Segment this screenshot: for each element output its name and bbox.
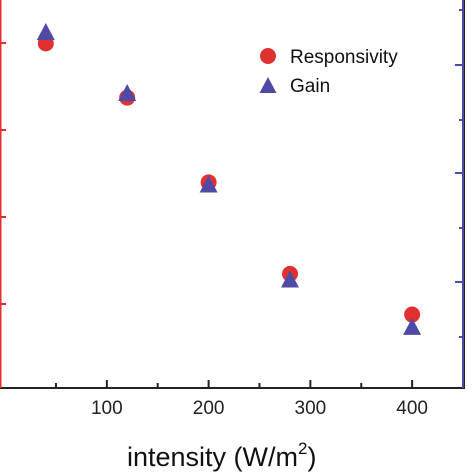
x-tick-label: 300 (295, 398, 327, 419)
x-tick-label: 400 (396, 398, 428, 419)
x-axis-title: intensity (W/m2) (127, 439, 317, 472)
x-tick-label: 100 (91, 398, 123, 419)
legend: Responsivity Gain (259, 47, 398, 97)
x-tick-labels: 100 200 300 400 (91, 398, 428, 419)
gain-point (118, 83, 137, 101)
gain-point (199, 175, 218, 193)
legend-marker-responsivity (260, 48, 276, 64)
gain-point (36, 22, 55, 40)
x-tick-label: 200 (193, 398, 225, 419)
legend-label-responsivity: Responsivity (290, 47, 398, 68)
left-y-ticks (0, 42, 6, 305)
responsivity-point (404, 306, 421, 323)
x-axis-ticks (54, 380, 414, 388)
x-axis-title-main: intensity (W/m (127, 442, 298, 472)
data-points (36, 22, 422, 335)
x-axis-title-close: ) (308, 442, 317, 472)
gain-point (281, 270, 300, 288)
right-y-ticks (455, 9, 463, 338)
legend-marker-gain (259, 77, 277, 93)
gain-point (403, 317, 422, 335)
x-axis-title-superscript: 2 (298, 439, 307, 458)
legend-label-gain: Gain (290, 76, 330, 97)
